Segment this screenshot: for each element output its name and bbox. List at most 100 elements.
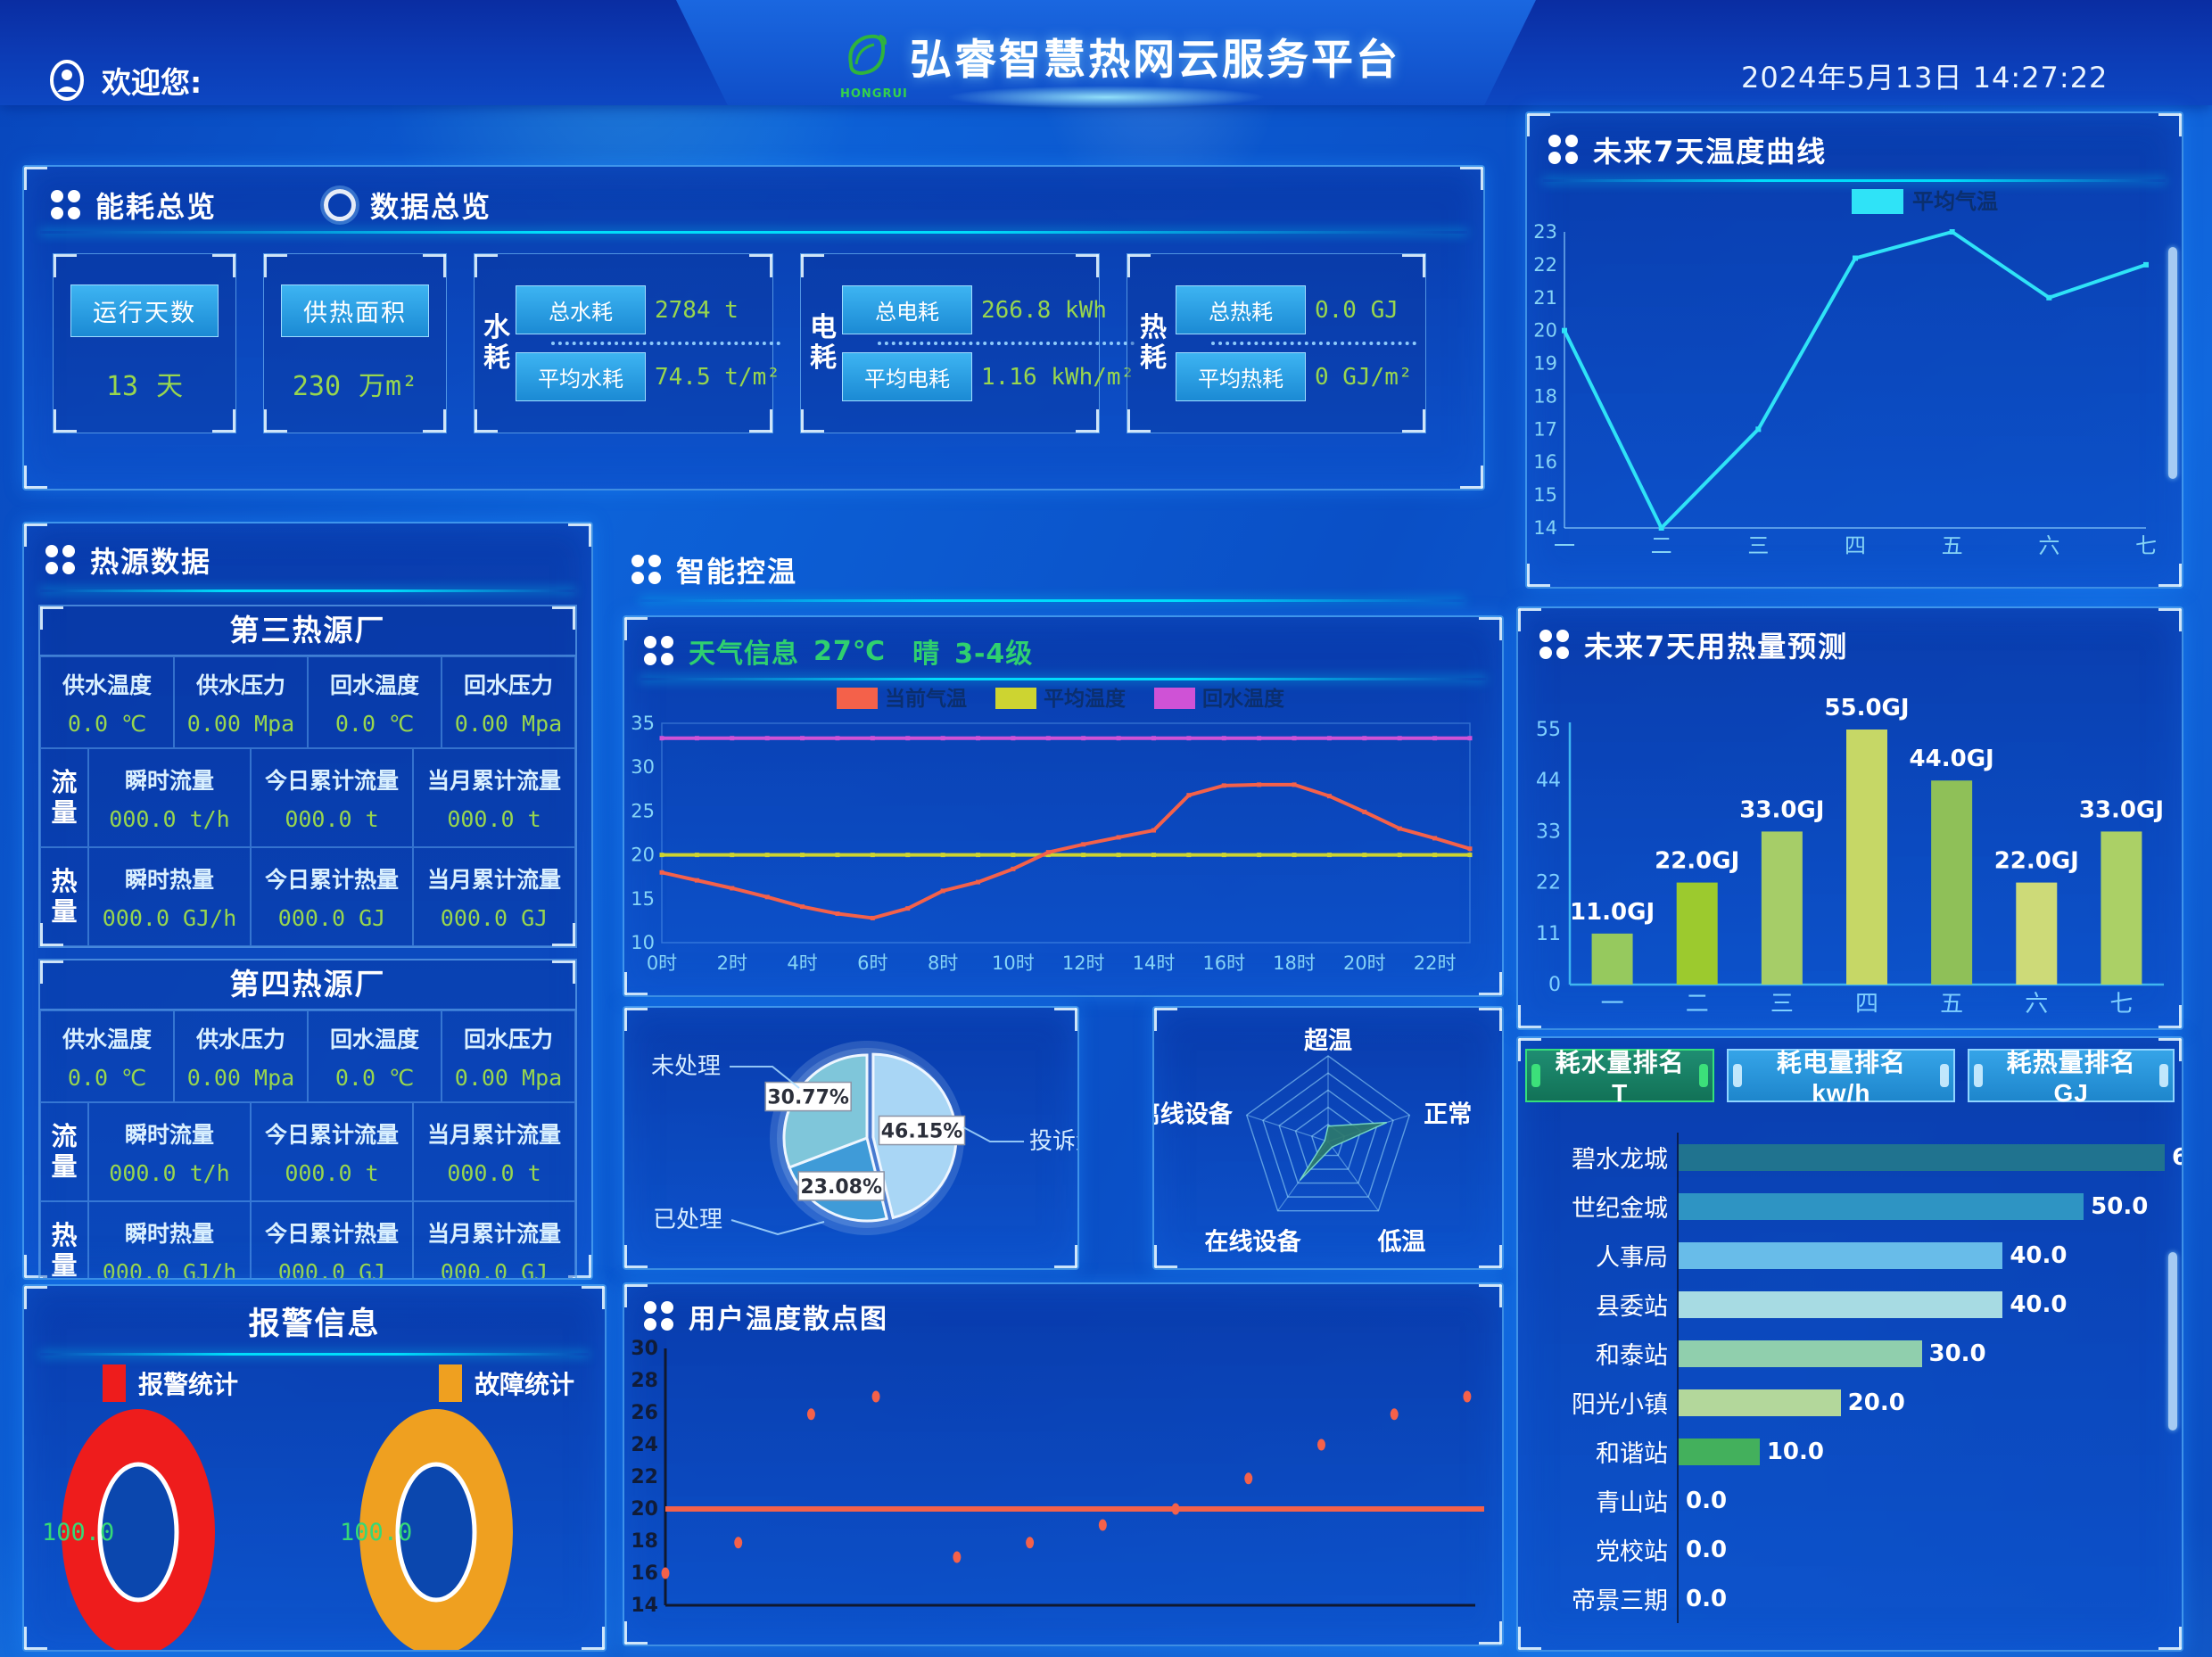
svg-text:二: 二 — [1686, 991, 1709, 1018]
alarm-legend-item: 报警统计 — [103, 1364, 238, 1402]
metric-label-button[interactable]: 总电耗 — [842, 285, 972, 334]
svg-text:0: 0 — [1548, 974, 1561, 996]
svg-text:30: 30 — [631, 756, 655, 778]
ranking-station-label: 青山站 — [1596, 1489, 1668, 1517]
metric-card: 运行天数 13 天 — [53, 253, 236, 433]
grid-dots-icon — [1539, 630, 1570, 660]
cell-value: 000.0 t — [447, 1160, 541, 1186]
heat7-title: 未来7天用热量预测 — [1584, 630, 1849, 664]
grid-dots-icon — [1548, 135, 1579, 165]
cell-value: 000.0 t — [285, 1160, 379, 1186]
metric-group-item: 总电耗 266.8 kWh — [842, 285, 1135, 334]
plant-data-cell: 今日累计流量 000.0 t — [251, 1102, 413, 1201]
metric-group-item: 平均电耗 1.16 kWh/m² — [842, 352, 1135, 401]
row-group-label: 流 量 — [40, 1102, 88, 1201]
ranking-value: 10.0 — [1766, 1438, 1824, 1465]
metric-label-button[interactable]: 平均热耗 — [1176, 352, 1306, 401]
user-temp-scatter-chart: 14 16 18 20 22 24 26 28 30 — [624, 1340, 1502, 1634]
ranking-row: 党校站 0.0 — [1518, 1525, 2182, 1574]
ranking-bar-track: 20.0 — [1677, 1378, 2182, 1427]
cell-label: 瞬时热量 — [124, 867, 214, 893]
heat-source-title: 热源数据 — [90, 545, 212, 579]
weather-condition: 晴 — [912, 639, 941, 670]
weather-line-chart: 当前气温 平均温度 回水温度 10 15 20 25 30 35 0时 2时 4时 6时 8时 10时 12时… — [624, 680, 1502, 980]
scrollbar[interactable] — [2168, 247, 2177, 479]
plant-param-cell: 供水温度 0.0 ℃ — [40, 1010, 174, 1102]
svg-text:超温: 超温 — [1304, 1027, 1352, 1055]
metric-value: 2784 t — [655, 296, 739, 324]
svg-text:10: 10 — [631, 932, 655, 953]
metric-label-button[interactable]: 供热面积 — [281, 284, 429, 337]
svg-text:当前气温: 当前气温 — [885, 687, 967, 711]
grid-dots-icon — [644, 636, 674, 666]
smart-control-header: 智能控温 — [624, 533, 1481, 602]
plant-data-cell: 今日累计热量 000.0 GJ — [251, 847, 413, 946]
metric-value: 74.5 t/m² — [655, 363, 780, 391]
svg-text:33: 33 — [1536, 820, 1561, 843]
datetime-display: 2024年5月13日 14:27:22 — [1741, 61, 2109, 95]
tab-energy-overview[interactable]: 能耗总览 — [51, 185, 217, 226]
svg-text:离线设备: 离线设备 — [1154, 1100, 1234, 1128]
heat-source-panel: 热源数据 第三热源厂 供水温度 0.0 ℃ 供水压力 0.00 Mpa 回水温度 0.0 ℃… — [22, 522, 593, 1280]
user-temp-scatter-panel: 用户温度散点图 14 16 18 20 22 24 26 28 30 — [623, 1282, 1504, 1646]
metric-label-button[interactable]: 平均水耗 — [516, 352, 646, 401]
svg-text:22时: 22时 — [1414, 952, 1457, 974]
param-value: 0.0 ℃ — [334, 711, 415, 737]
page-title: 弘睿智慧热网云服务平台 — [910, 36, 1400, 85]
plant-data-row: 流 量 瞬时流量 000.0 t/h 今日累计流量 000.0 t 当月累计流量 000.0… — [40, 1102, 575, 1201]
dotted-divider — [878, 342, 1135, 345]
svg-text:6时: 6时 — [857, 952, 887, 974]
metric-label-button[interactable]: 平均电耗 — [842, 352, 972, 401]
ranking-tab-1[interactable]: 耗电量排名 kw/h — [1727, 1049, 1956, 1107]
svg-text:七: 七 — [2135, 533, 2157, 558]
ranking-tab-2[interactable]: 耗热量排名 GJ — [1968, 1049, 2175, 1107]
svg-text:11.0GJ: 11.0GJ — [1570, 899, 1655, 926]
ranking-bar — [1679, 1143, 2165, 1171]
param-value: 0.00 Mpa — [186, 1065, 295, 1091]
svg-text:二: 二 — [1651, 533, 1672, 558]
svg-text:22.0GJ: 22.0GJ — [1655, 848, 1739, 875]
param-value: 0.00 Mpa — [454, 1065, 563, 1091]
row-group-label: 热 量 — [40, 1201, 88, 1278]
plant-data-row: 热 量 瞬时热量 000.0 GJ/h 今日累计热量 000.0 GJ 当月累计流量 000… — [40, 847, 575, 946]
svg-text:23.08%: 23.08% — [800, 1176, 882, 1199]
cell-value: 000.0 t/h — [109, 1160, 230, 1186]
ranking-bar — [1679, 1340, 1922, 1367]
ranking-row: 和泰站 30.0 — [1518, 1329, 2182, 1378]
temp7-curve-panel: 未来7天温度曲线 平均气温 14 15 16 17 18 19 20 21 22 23 一二三四五六七 — [1525, 111, 2183, 589]
ring-icon — [324, 189, 357, 221]
ranking-station-label: 和谐站 — [1596, 1440, 1668, 1468]
svg-text:五: 五 — [1940, 991, 1963, 1018]
svg-text:18: 18 — [1533, 385, 1557, 407]
row-group-label: 流 量 — [40, 748, 88, 847]
cell-label: 瞬时流量 — [124, 1122, 214, 1148]
cell-label: 今日累计流量 — [264, 768, 399, 794]
svg-text:28: 28 — [631, 1370, 658, 1392]
plant-data-cell: 瞬时热量 000.0 GJ/h — [88, 847, 251, 946]
metric-label-button[interactable]: 总热耗 — [1176, 285, 1306, 334]
ranking-bar-track: 0.0 — [1677, 1476, 2182, 1525]
plant-data-cell: 当月累计流量 000.0 t — [413, 748, 575, 847]
svg-text:六: 六 — [2025, 991, 2048, 1018]
plant-data-row: 热 量 瞬时热量 000.0 GJ/h 今日累计热量 000.0 GJ 当月累计流量 000… — [40, 1201, 575, 1278]
ranking-value: 40.0 — [2010, 1290, 2068, 1318]
ranking-station-label: 人事局 — [1596, 1244, 1668, 1272]
ranking-row: 和谐站 10.0 — [1518, 1427, 2182, 1476]
ranking-bar-track: 10.0 — [1677, 1427, 2182, 1476]
plant-name: 第三热源厂 — [40, 606, 575, 656]
param-label: 回水温度 — [329, 1026, 419, 1052]
tab-data-overview[interactable]: 数据总览 — [324, 185, 491, 226]
cell-label: 瞬时热量 — [124, 1221, 214, 1247]
ranking-bar-track: 40.0 — [1677, 1280, 2182, 1329]
metric-label-button[interactable]: 总水耗 — [516, 285, 646, 334]
svg-text:已处理: 已处理 — [653, 1207, 722, 1233]
ranking-tab-0[interactable]: 耗水量排名 T — [1525, 1049, 1715, 1107]
scrollbar[interactable] — [2168, 1252, 2177, 1430]
svg-text:三: 三 — [1770, 991, 1794, 1018]
svg-text:8时: 8时 — [928, 952, 958, 974]
svg-text:平均温度: 平均温度 — [1044, 687, 1127, 711]
metric-label-button[interactable]: 运行天数 — [70, 284, 219, 337]
ranking-value: 60.0 — [2172, 1144, 2182, 1171]
param-value: 0.00 Mpa — [454, 711, 563, 737]
